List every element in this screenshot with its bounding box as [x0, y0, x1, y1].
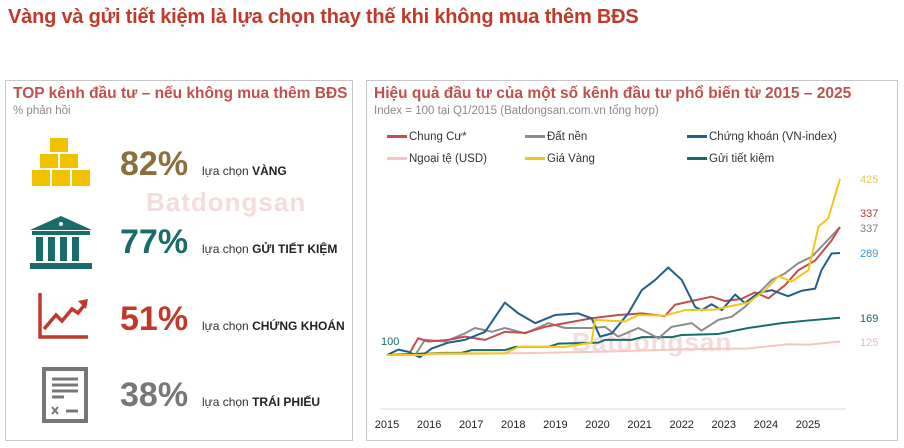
x-tick-label: 2023 [712, 419, 736, 431]
channel-row-gold: 82% lựa chọn VÀNG [26, 136, 346, 196]
legend-item: Gửi tiết kiệm [687, 153, 774, 165]
x-tick-label: 2015 [375, 419, 399, 431]
series-line-4 [387, 178, 841, 356]
legend-label: Ngoại tệ (USD) [409, 153, 487, 165]
x-tick-label: 2018 [501, 419, 525, 431]
legend-label: Gửi tiết kiệm [709, 153, 775, 165]
panel-title: TOP kênh đầu tư – nếu không mua thêm BĐS [13, 85, 348, 102]
x-tick-label: 2019 [543, 419, 567, 431]
legend-label: Chứng khoán (VN-index) [709, 131, 837, 143]
channel-row-stocks: 51% lựa chọn CHỨNG KHOÁN [26, 291, 346, 351]
end-value-label: 169 [860, 313, 878, 325]
end-value-label: 125 [860, 337, 878, 349]
x-tick-label: 2020 [585, 419, 609, 431]
x-tick-label: 2024 [754, 419, 778, 431]
bond-document-icon [42, 367, 88, 423]
x-tick-label: 2017 [459, 419, 483, 431]
percent-value: 51% [120, 300, 189, 338]
stock-chart-icon [38, 293, 88, 339]
channel-label: lựa chọn GỬI TIẾT KIỆM [202, 242, 338, 256]
legend-swatch [525, 135, 545, 139]
channel-label: lựa chọn TRÁI PHIẾU [202, 395, 321, 409]
legend-swatch [687, 135, 707, 139]
x-tick-label: 2025 [796, 419, 820, 431]
legend-item: Ngoại tệ (USD) [387, 153, 487, 165]
series-line-0 [387, 226, 841, 356]
channel-label: lựa chọn VÀNG [202, 164, 287, 178]
chart-title: Hiệu quả đầu tư của một số kênh đầu tư p… [374, 85, 852, 102]
channel-row-bonds: 38% lựa chọn TRÁI PHIẾU [26, 367, 346, 427]
page-title: Vàng và gửi tiết kiệm là lựa chọn thay t… [8, 6, 639, 28]
legend-item: Giá Vàng [525, 153, 595, 165]
x-tick-label: 2021 [627, 419, 651, 431]
legend-swatch [687, 157, 707, 161]
end-value-label: 337 [860, 223, 878, 235]
percent-value: 77% [120, 223, 189, 261]
bank-icon [30, 216, 92, 269]
channel-label: lựa chọn CHỨNG KHOÁN [202, 319, 345, 333]
legend-item: Đất nền [525, 131, 587, 143]
legend-swatch [387, 157, 407, 161]
start-value-label: 100 [381, 336, 399, 348]
legend-label: Chung Cư* [409, 131, 467, 143]
legend-item: Chứng khoán (VN-index) [687, 131, 837, 143]
x-tick-label: 2016 [417, 419, 441, 431]
percent-value: 82% [120, 145, 189, 183]
percent-value: 38% [120, 376, 189, 414]
end-value-label: 337 [860, 208, 878, 220]
end-value-label: 425 [860, 174, 878, 186]
series-line-3 [386, 340, 841, 356]
end-value-label: 289 [860, 248, 878, 260]
channel-row-savings: 77% lựa chọn GỬI TIẾT KIỆM [26, 214, 346, 274]
series-line-2 [386, 251, 841, 359]
legend-label: Đất nền [547, 131, 588, 143]
chart-panel: Hiệu quả đầu tư của một số kênh đầu tư p… [366, 80, 898, 441]
gold-bars-icon [32, 138, 90, 186]
legend-label: Giá Vàng [547, 153, 595, 165]
series-line-5 [386, 316, 841, 356]
x-tick-label: 2022 [669, 419, 693, 431]
top-channels-panel: Batdongsan TOP kênh đầu tư – nếu không m… [5, 80, 353, 441]
legend-item: Chung Cư* [387, 131, 467, 143]
chart-subtitle: Index = 100 tại Q1/2015 (Batdongsan.com.… [374, 105, 659, 117]
panel-subtitle: % phản hồi [13, 105, 71, 117]
legend-swatch [387, 135, 407, 139]
watermark: Batdongsan [146, 187, 307, 217]
legend-swatch [525, 157, 545, 161]
